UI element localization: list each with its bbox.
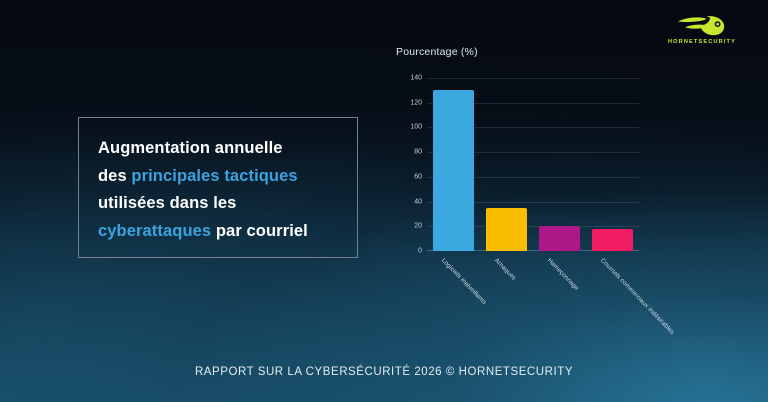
y-axis-tick: 60 bbox=[414, 173, 422, 181]
x-axis-label: Hameçonnage bbox=[546, 257, 581, 293]
headline-line-3-text: utilisées dans les bbox=[98, 194, 237, 212]
gridline bbox=[427, 152, 639, 154]
bar-1 bbox=[432, 90, 475, 251]
headline-line-4-accent: cyberattaques bbox=[98, 221, 212, 240]
headline-line-2-text: des bbox=[98, 166, 132, 185]
x-axis-label: Courriels commerciaux indésirables bbox=[599, 257, 676, 337]
headline-panel: Augmentation annuelle des principales ta… bbox=[78, 117, 358, 258]
headline-line-2-accent: principales tactiques bbox=[131, 166, 298, 185]
y-axis-tick: 120 bbox=[410, 99, 422, 107]
x-axis-label: Arnaques bbox=[493, 257, 518, 282]
bar-3 bbox=[538, 226, 581, 251]
gridline bbox=[427, 78, 639, 79]
headline-line-4: cyberattaques par courriel bbox=[98, 218, 338, 246]
headline-line-1-text: Augmentation annuelle bbox=[98, 139, 283, 157]
footer-caption: RAPPORT SUR LA CYBERSÉCURITÉ 2026 © HORN… bbox=[194, 366, 574, 378]
y-axis-tick: 100 bbox=[410, 123, 422, 131]
bar-4 bbox=[591, 228, 634, 251]
y-axis-tick: 20 bbox=[414, 222, 422, 230]
headline-line-4-text: par courriel bbox=[211, 221, 308, 240]
chart-plot-area: 0 20 40 60 80 100 120 140 Logiciels malveillants… bbox=[410, 75, 676, 337]
y-axis-tick: 40 bbox=[414, 198, 422, 206]
gridline bbox=[427, 176, 639, 178]
x-axis-label: Logiciels malveillants bbox=[440, 257, 488, 307]
headline-line-3: utilisées dans les bbox=[98, 190, 338, 218]
y-axis-tick: 140 bbox=[410, 74, 422, 82]
bar-2 bbox=[485, 207, 528, 251]
y-axis-tick: 0 bbox=[418, 247, 422, 255]
headline-line-1: Augmentation annuelle bbox=[98, 135, 338, 163]
gridline bbox=[427, 127, 639, 129]
bar-chart: Pourcentage (%) 0 20 40 60 80 100 120 140 Logici… bbox=[392, 46, 676, 337]
headline-line-2: des principales tactiques bbox=[98, 163, 338, 191]
logo-wordmark: HORNETSECURITY bbox=[667, 39, 736, 45]
gridline bbox=[427, 226, 639, 228]
x-axis-line bbox=[427, 250, 639, 251]
gridline bbox=[427, 201, 639, 203]
gridline bbox=[427, 102, 639, 104]
hornetsecurity-logo: HORNETSECURITY bbox=[650, 12, 754, 54]
hornet-icon bbox=[650, 12, 754, 38]
chart-title: Pourcentage (%) bbox=[396, 46, 478, 58]
y-axis-tick: 80 bbox=[414, 148, 422, 156]
